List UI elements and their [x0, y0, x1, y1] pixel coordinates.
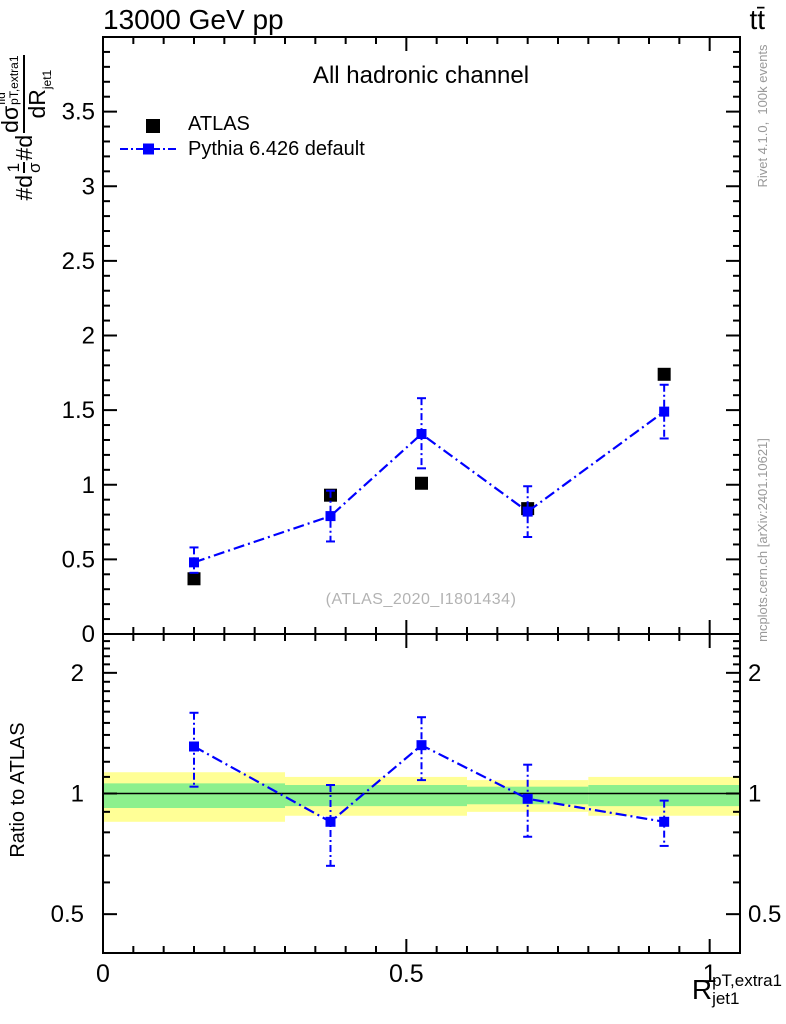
legend-label-atlas: ATLAS — [188, 113, 250, 135]
rivet-version-note: Rivet 4.1.0, 100k events — [754, 44, 770, 188]
pythia-prediction-marker — [659, 406, 670, 417]
atlas-data-points-marker — [415, 476, 428, 490]
pythia-prediction — [189, 383, 670, 574]
legend-label-pythia: Pythia 6.426 default — [188, 138, 365, 160]
ratio-pythia-over-atlas — [189, 711, 670, 867]
x-label-base: R — [691, 973, 713, 1005]
x-label-subscript: jet1 — [712, 988, 740, 1008]
tick-label: 0 — [82, 621, 95, 648]
tick-label: 1 — [703, 960, 717, 988]
legend-marker-pythia — [120, 141, 178, 162]
atlas-data-points-marker — [187, 572, 201, 586]
ratio-pythia-over-atlas-marker — [325, 816, 336, 827]
tick-label: 3 — [82, 173, 95, 200]
pythia-prediction-marker — [325, 511, 336, 522]
axis-ticks — [102, 36, 741, 954]
ratio-pythia-over-atlas-marker — [189, 741, 199, 752]
process-label: tt̄ — [749, 4, 765, 35]
tick-label: 1 — [71, 781, 84, 808]
tick-label: 1 — [82, 472, 95, 499]
pythia-prediction-marker — [189, 557, 199, 568]
analysis-watermark: (ATLAS_2020_I1801434) — [325, 591, 517, 608]
mcplots-arxiv-note: mcplots.cern.ch [arXiv:2401.10621] — [754, 438, 770, 642]
ylabel-one-over-sigma: 1 σ — [4, 162, 44, 173]
pythia-prediction-marker — [522, 506, 533, 517]
atlas-data-points-marker — [657, 367, 671, 381]
ylabel-prefix1: #d — [10, 174, 37, 201]
y-axis-label-main: #d 1 σ #d dσ fid pT,extra1 dR jet1 — [0, 26, 54, 230]
beam-energy-label: 13000 GeV pp — [103, 4, 284, 35]
pythia-prediction-line — [193, 410, 665, 564]
ratio-pythia-over-atlas-marker — [522, 793, 533, 804]
ratio-pythia-over-atlas-marker — [416, 740, 427, 751]
tick-label: 0.5 — [389, 960, 424, 988]
ylabel-dsigma-dr: dσ fid pT,extra1 dR jet1 — [0, 55, 54, 133]
tick-label: 2.5 — [62, 248, 95, 275]
atlas-data-points — [187, 367, 671, 586]
tick-label: 1.5 — [62, 397, 95, 424]
tick-label: 0.5 — [62, 546, 95, 573]
tick-label: 1 — [748, 781, 761, 808]
axis-tick-labels: 0 0.5 1 0 0.5 1 1.5 2 2.5 3 3.5 0.5 0.5 1 1 2 2 — [51, 99, 782, 988]
tick-label: 2 — [82, 323, 95, 350]
tick-label: 3.5 — [62, 99, 95, 126]
ylabel-prefix2: #d — [10, 134, 37, 161]
pythia-prediction-marker — [416, 429, 427, 440]
x-label-superscript: pT,extra1 — [712, 971, 782, 990]
tick-label: 0.5 — [51, 901, 84, 928]
y-axis-label-ratio: Ratio to ATLAS — [6, 722, 29, 858]
x-axis-label: R pT,extra1 jet1 — [692, 972, 782, 1008]
legend-marker-atlas — [144, 117, 162, 140]
tick-label: 2 — [71, 660, 84, 687]
tick-label: 0 — [96, 960, 110, 988]
plot-title: All hadronic channel — [312, 62, 530, 89]
tick-label: 0.5 — [748, 901, 781, 928]
ratio-pythia-over-atlas-marker — [659, 816, 670, 827]
ratio-band-green — [103, 783, 740, 809]
tick-label: 2 — [748, 660, 761, 687]
